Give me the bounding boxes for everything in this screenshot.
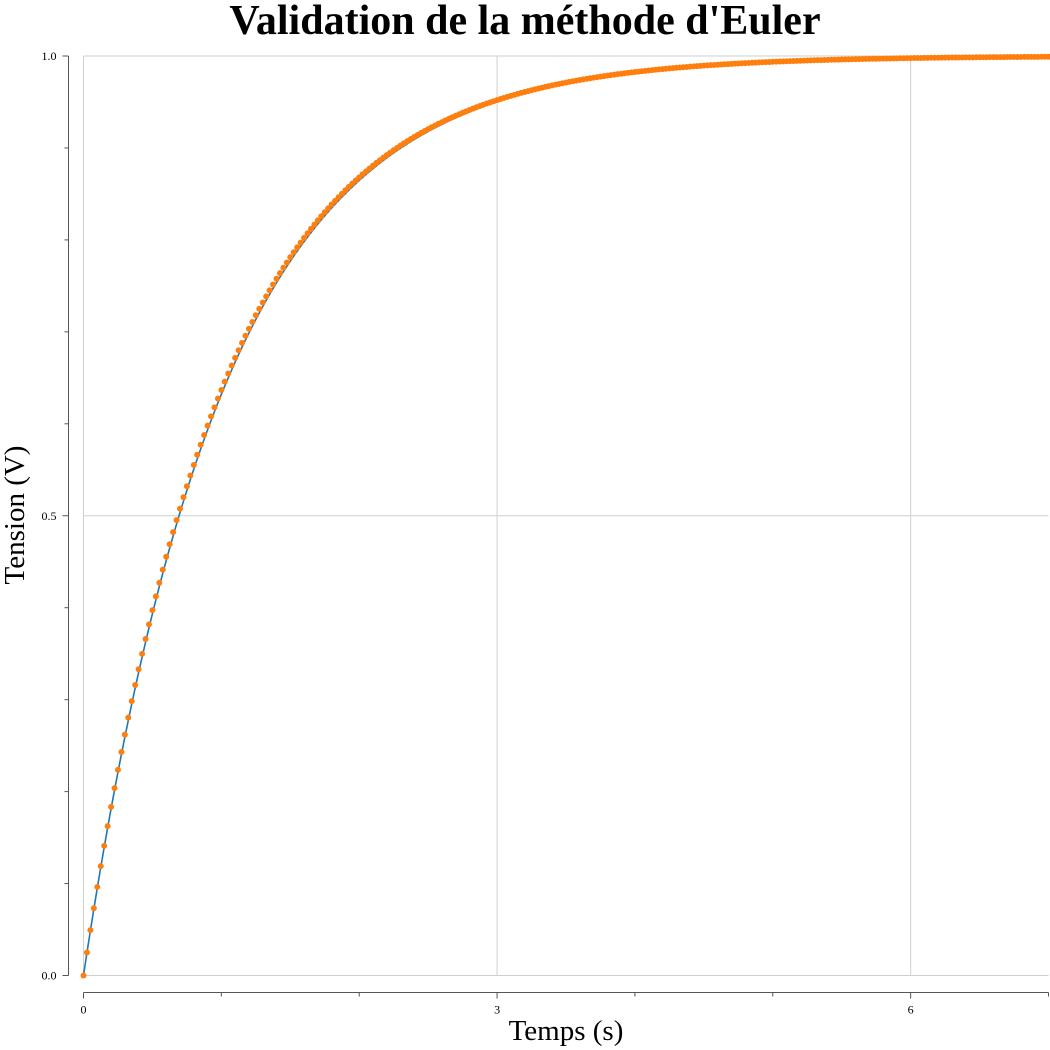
data-point [125, 714, 132, 721]
grid [83, 55, 1049, 976]
data-point [187, 472, 194, 479]
data-point [142, 635, 149, 642]
data-point [194, 451, 201, 458]
data-point [321, 209, 328, 216]
data-point [90, 905, 97, 912]
data-point [128, 698, 135, 705]
data-point [101, 842, 108, 849]
data-point [270, 281, 277, 288]
y-tick-label: 1.0 [42, 49, 57, 63]
series [80, 53, 1050, 979]
data-point [225, 370, 232, 377]
data-point [152, 593, 159, 600]
data-point [204, 422, 211, 429]
data-point [94, 883, 101, 890]
data-point [156, 579, 163, 586]
y-axis-label: Tension (V) [0, 446, 31, 585]
data-point [145, 621, 152, 628]
data-point [263, 293, 270, 300]
ticks: 0 3 6 0.0 0.5 1.0 [42, 49, 1049, 1017]
data-point [135, 666, 142, 673]
data-point [197, 441, 204, 448]
data-point [325, 205, 332, 212]
data-point [149, 607, 156, 614]
data-point [108, 803, 115, 810]
data-point [163, 553, 170, 560]
data-point [208, 413, 215, 420]
data-point [114, 766, 121, 773]
x-tick-label: 3 [494, 1003, 500, 1017]
data-point [104, 823, 111, 830]
x-axis-label: Temps (s) [509, 1015, 624, 1047]
data-point [214, 395, 221, 402]
data-point [307, 225, 314, 232]
data-point [111, 785, 118, 792]
data-point [297, 239, 304, 246]
data-point [314, 217, 321, 224]
chart-title: Validation de la méthode d'Euler [229, 0, 820, 44]
data-point [170, 529, 177, 536]
data-point [259, 299, 266, 306]
x-tick-label: 0 [81, 1003, 87, 1017]
data-point [166, 541, 173, 548]
data-point [273, 275, 280, 282]
data-point [177, 505, 183, 512]
x-tick-label: 6 [908, 1003, 914, 1017]
data-point [118, 748, 125, 755]
data-point [221, 378, 228, 385]
data-point [183, 483, 190, 490]
data-point [294, 244, 301, 251]
data-point [266, 287, 273, 294]
data-point [121, 731, 128, 738]
data-point [97, 863, 104, 870]
data-point [132, 681, 139, 688]
data-point [180, 494, 187, 501]
data-point [218, 386, 225, 393]
data-point [159, 566, 166, 573]
data-point [235, 347, 242, 354]
data-point [249, 318, 256, 325]
data-point [139, 650, 146, 657]
data-point [276, 270, 283, 277]
data-point [87, 927, 94, 934]
data-point [304, 230, 311, 237]
data-point [280, 264, 287, 271]
data-point [201, 432, 208, 439]
data-point [245, 325, 252, 332]
data-point [173, 517, 180, 524]
data-point [301, 234, 308, 241]
y-tick-label: 0.0 [42, 969, 57, 983]
data-point [190, 461, 197, 468]
data-point [256, 305, 263, 312]
data-point [83, 949, 90, 956]
data-point [287, 254, 294, 261]
series-euler [80, 53, 1050, 979]
data-point [242, 332, 249, 339]
data-point [283, 259, 290, 266]
data-point [80, 972, 87, 979]
axes [68, 56, 1049, 993]
data-point [232, 354, 239, 361]
data-point [239, 339, 246, 346]
data-point [228, 362, 235, 369]
data-point [211, 404, 218, 411]
data-point [290, 249, 297, 256]
data-point [318, 213, 325, 220]
data-point [252, 312, 259, 319]
data-point [311, 221, 318, 228]
data-point [1045, 53, 1050, 60]
y-tick-label: 0.5 [42, 509, 57, 523]
